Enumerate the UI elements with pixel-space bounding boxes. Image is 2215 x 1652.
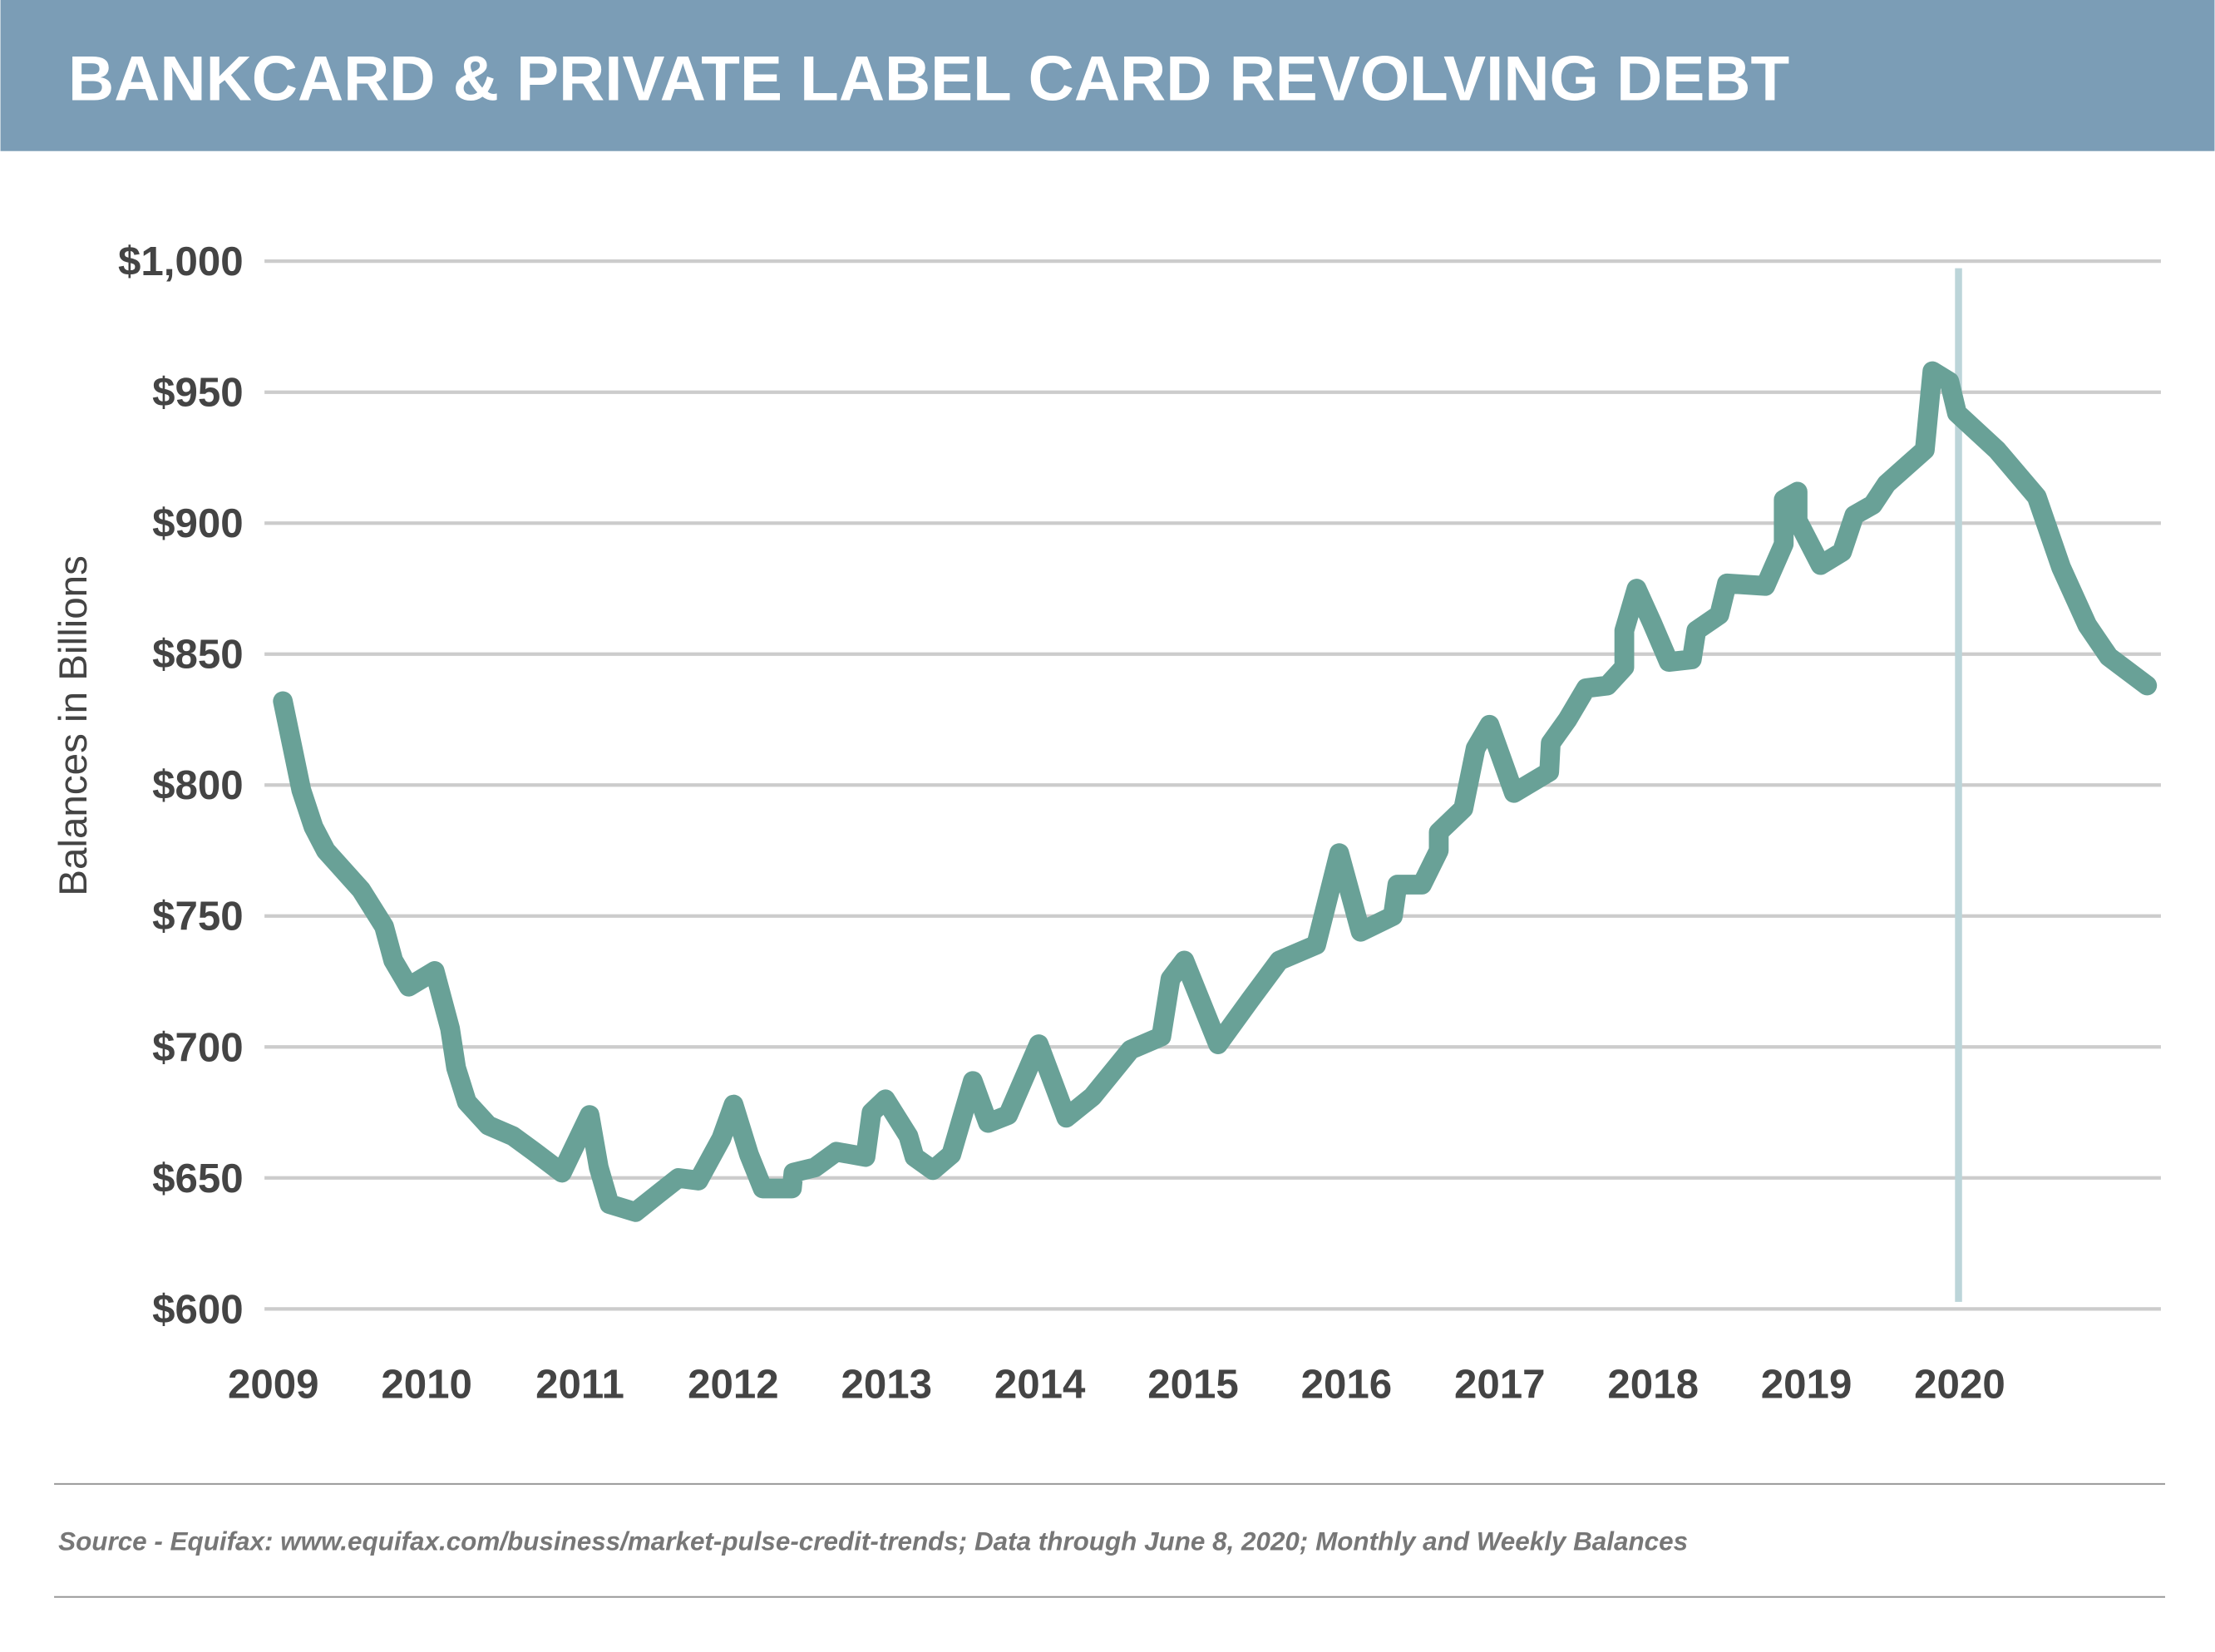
y-tick-label: $1,000 <box>118 239 244 284</box>
x-tick-label: 2009 <box>228 1361 319 1407</box>
x-tick-label: 2010 <box>381 1361 472 1407</box>
y-tick-label: $700 <box>152 1024 244 1070</box>
x-tick-label: 2011 <box>535 1361 624 1407</box>
x-tick-label: 2020 <box>1914 1361 2005 1407</box>
x-tick-label: 2016 <box>1301 1361 1393 1407</box>
x-tick-label: 2012 <box>688 1361 779 1407</box>
y-axis-label: Balances in Billions <box>52 555 96 896</box>
x-tick-label: 2018 <box>1607 1361 1699 1407</box>
y-tick-label: $800 <box>152 762 244 808</box>
source-note: Source - Equifax: www.equifax.com/busine… <box>58 1527 1688 1556</box>
y-axis-ticks: $600 $650 $700 $750 $800 $850 $900 $950 $1,000 <box>118 239 244 1332</box>
x-tick-label: 2014 <box>994 1361 1086 1407</box>
y-tick-label: $950 <box>152 370 244 416</box>
y-tick-label: $850 <box>152 632 244 678</box>
x-tick-label: 2019 <box>1761 1361 1852 1407</box>
series-line <box>273 361 2158 1222</box>
x-tick-label: 2017 <box>1454 1361 1546 1407</box>
y-tick-label: $750 <box>152 894 244 939</box>
chart-title: BANKCARD & PRIVATE LABEL CARD REVOLVING … <box>68 44 1789 115</box>
x-tick-label: 2013 <box>841 1361 932 1407</box>
x-axis-ticks: 2009 2010 2011 2012 2013 2014 2015 2016 2017 2018… <box>228 1361 2005 1407</box>
y-tick-label: $900 <box>152 501 244 546</box>
y-tick-label: $650 <box>152 1156 244 1201</box>
y-tick-label: $600 <box>152 1286 244 1332</box>
x-tick-label: 2015 <box>1147 1361 1239 1407</box>
header-bar <box>0 0 2215 151</box>
